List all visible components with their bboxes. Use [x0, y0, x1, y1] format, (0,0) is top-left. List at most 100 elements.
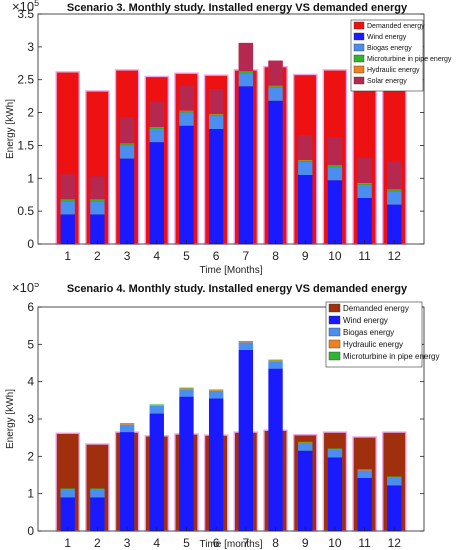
y-tick-label: 3	[27, 40, 34, 54]
x-tick-label: 4	[153, 536, 160, 550]
bar-solar-energy	[357, 157, 372, 183]
x-tick-label: 8	[272, 249, 279, 263]
bar-biogas-energy	[387, 191, 402, 205]
bar-microturbine-in-pipe-energy	[179, 387, 194, 389]
bar-biogas-energy	[268, 87, 283, 101]
legend-swatch	[353, 54, 365, 63]
bar-solar-energy	[149, 102, 164, 128]
bar-microturbine-in-pipe-energy	[268, 86, 283, 88]
y-exponent-label: ×105	[12, 283, 39, 295]
bar-microturbine-in-pipe-energy	[149, 404, 164, 406]
bar-wind-energy	[60, 214, 75, 244]
legend-swatch	[353, 21, 365, 30]
legend-swatch	[328, 339, 341, 349]
bar-hydraulic-energy	[357, 182, 372, 184]
bar-hydraulic-energy	[387, 189, 402, 191]
x-tick-label: 2	[94, 536, 101, 550]
x-tick-label: 3	[124, 249, 131, 263]
x-axis-label: Time [Months]	[200, 265, 263, 276]
bar-microturbine-in-pipe-energy	[90, 488, 105, 490]
bar-microturbine-in-pipe-energy	[60, 199, 75, 202]
legend-entry: Microturbine in pipe energy	[367, 56, 452, 63]
bar-hydraulic-energy	[387, 477, 402, 478]
x-tick-label: 7	[243, 249, 250, 263]
legend-swatch	[328, 303, 341, 313]
bar-microturbine-in-pipe-energy	[238, 71, 254, 74]
bar-hydraulic-energy	[208, 390, 224, 391]
legend-entry: Biogas energy	[343, 328, 394, 337]
bar-solar-energy	[238, 42, 254, 72]
bar-microturbine-in-pipe-energy	[149, 127, 164, 129]
legend-swatch	[328, 327, 341, 337]
bar-solar-energy	[327, 136, 343, 166]
bar-hydraulic-energy	[179, 110, 194, 112]
bar-wind-energy	[90, 214, 105, 244]
y-tick-label: 1	[27, 487, 34, 501]
axes-frame	[37, 13, 425, 245]
bar-microturbine-in-pipe-energy	[357, 183, 372, 185]
y-tick-label: 0	[27, 237, 34, 251]
bar-solar-energy	[60, 174, 75, 200]
legend-swatch	[353, 32, 365, 41]
bar-wind-energy	[327, 180, 343, 244]
bar-biogas-energy	[149, 405, 164, 414]
x-tick-label: 9	[302, 249, 309, 263]
x-tick-label: 3	[124, 536, 131, 550]
x-tick-label: 5	[183, 536, 190, 550]
bar-wind-energy	[179, 125, 194, 244]
bar-hydraulic-energy	[357, 469, 372, 471]
bar-microturbine-in-pipe-energy	[387, 476, 402, 478]
x-tick-label: 8	[272, 536, 279, 550]
bar-microturbine-in-pipe-energy	[119, 144, 135, 146]
bar-wind-energy	[327, 457, 343, 531]
chart-title: Scenario 4. Monthly study. Installed ene…	[67, 283, 408, 295]
bar-solar-energy	[387, 161, 402, 190]
bar-microturbine-in-pipe-energy	[208, 389, 224, 391]
bar-wind-energy	[238, 86, 254, 245]
bar-hydraulic-energy	[60, 199, 75, 200]
bar-hydraulic-energy	[327, 449, 343, 450]
x-tick-label: 12	[388, 536, 402, 550]
y-tick-label: 6	[27, 300, 34, 314]
bar-biogas-energy	[298, 161, 313, 175]
bar-biogas-energy	[357, 470, 372, 478]
bar-biogas-energy	[179, 389, 194, 397]
bar-wind-energy	[179, 396, 194, 531]
bar-microturbine-in-pipe-energy	[327, 448, 343, 450]
legend-swatch	[353, 65, 365, 74]
bar-hydraulic-energy	[327, 165, 343, 166]
y-tick-label: 2	[27, 449, 34, 463]
x-tick-label: 7	[243, 536, 250, 550]
bar-hydraulic-energy	[60, 489, 75, 490]
legend-swatch	[328, 351, 341, 361]
bar-wind-energy	[149, 142, 164, 244]
bar-wind-energy	[387, 485, 402, 531]
bar-wind-energy	[60, 497, 75, 531]
y-tick-label: 1	[27, 171, 34, 185]
x-tick-label: 12	[388, 249, 402, 263]
x-tick-label: 6	[213, 249, 220, 263]
legend-box	[325, 301, 423, 368]
bar-solar-energy	[208, 88, 224, 114]
bar-microturbine-in-pipe-energy	[60, 488, 75, 490]
bar-solar-energy	[119, 117, 135, 144]
bar-wind-energy	[268, 368, 283, 531]
bar-wind-energy	[119, 432, 135, 531]
legend-entry: Biogas energy	[367, 45, 412, 52]
bar-wind-energy	[387, 204, 402, 244]
legend-entry: Hydraulic energy	[367, 67, 420, 74]
bar-hydraulic-energy	[119, 143, 135, 145]
bar-microturbine-in-pipe-energy	[357, 469, 372, 470]
y-exponent-value: 5	[34, 283, 39, 289]
bar-biogas-energy	[149, 129, 164, 143]
legend-entry: Wind energy	[367, 34, 407, 41]
bar-solar-energy	[268, 60, 283, 86]
chart-title: Scenario 3. Monthly study. Installed ene…	[67, 2, 408, 14]
bar-microturbine-in-pipe-energy	[387, 190, 402, 192]
bar-biogas-energy	[268, 361, 283, 369]
bar-wind-energy	[208, 129, 224, 244]
bar-microturbine-in-pipe-energy	[238, 340, 254, 342]
bar-hydraulic-energy	[208, 113, 224, 115]
bar-microturbine-in-pipe-energy	[179, 111, 194, 113]
bar-hydraulic-energy	[149, 127, 164, 128]
